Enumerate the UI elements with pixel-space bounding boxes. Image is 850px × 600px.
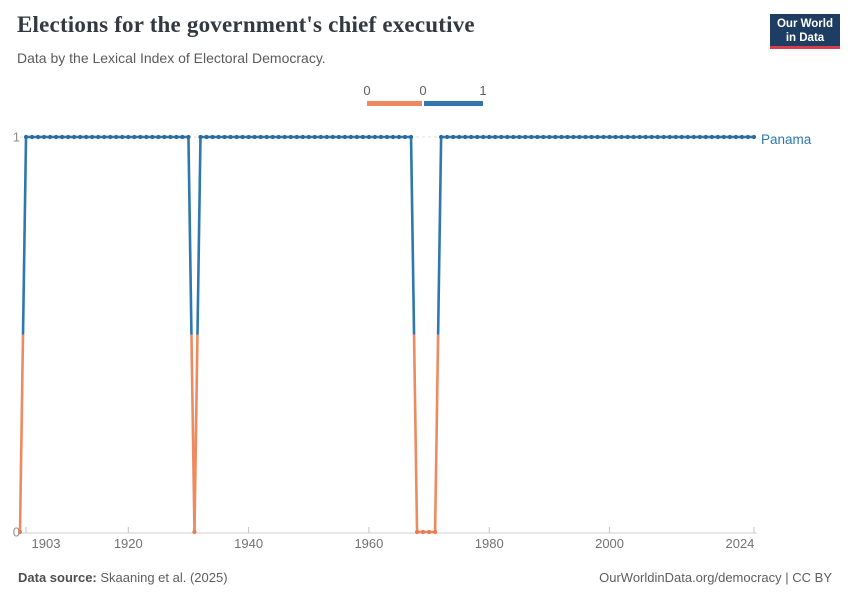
chart-subtitle: Data by the Lexical Index of Electoral D… [17, 50, 326, 66]
y-tick-label-0: 0 [13, 525, 20, 540]
series-label-panama[interactable]: Panama [761, 132, 812, 147]
legend-swatch-zero[interactable] [367, 101, 422, 106]
legend-label-zero-mid: 0 [419, 83, 427, 98]
data-source-label: Data source: [18, 570, 97, 585]
owid-logo-line1: Our World [776, 18, 833, 30]
x-tick-label-2024: 2024 [725, 536, 754, 551]
x-tick-label-1903: 1903 [32, 536, 61, 551]
x-tick-label-1960: 1960 [354, 536, 383, 551]
owid-logo-line2: in Data [785, 32, 825, 44]
legend-label-one: 1 [479, 83, 487, 98]
x-tick-label-1980: 1980 [475, 536, 504, 551]
x-tick-label-1940: 1940 [234, 536, 263, 551]
x-tick-label-2000: 2000 [595, 536, 624, 551]
credit-link[interactable]: OurWorldinData.org/democracy | CC BY [599, 570, 832, 585]
x-tick-label-1920: 1920 [114, 536, 143, 551]
data-source-note: Data source: Skaaning et al. (2025) [18, 570, 228, 585]
chart-title: Elections for the government's chief exe… [17, 12, 475, 37]
owid-logo[interactable]: Our World in Data [770, 14, 840, 49]
y-tick-label-1: 1 [13, 130, 20, 145]
legend-label-zero-left: 0 [363, 83, 371, 98]
data-source-value: Skaaning et al. (2025) [96, 570, 228, 585]
legend-swatch-one[interactable] [424, 101, 483, 106]
